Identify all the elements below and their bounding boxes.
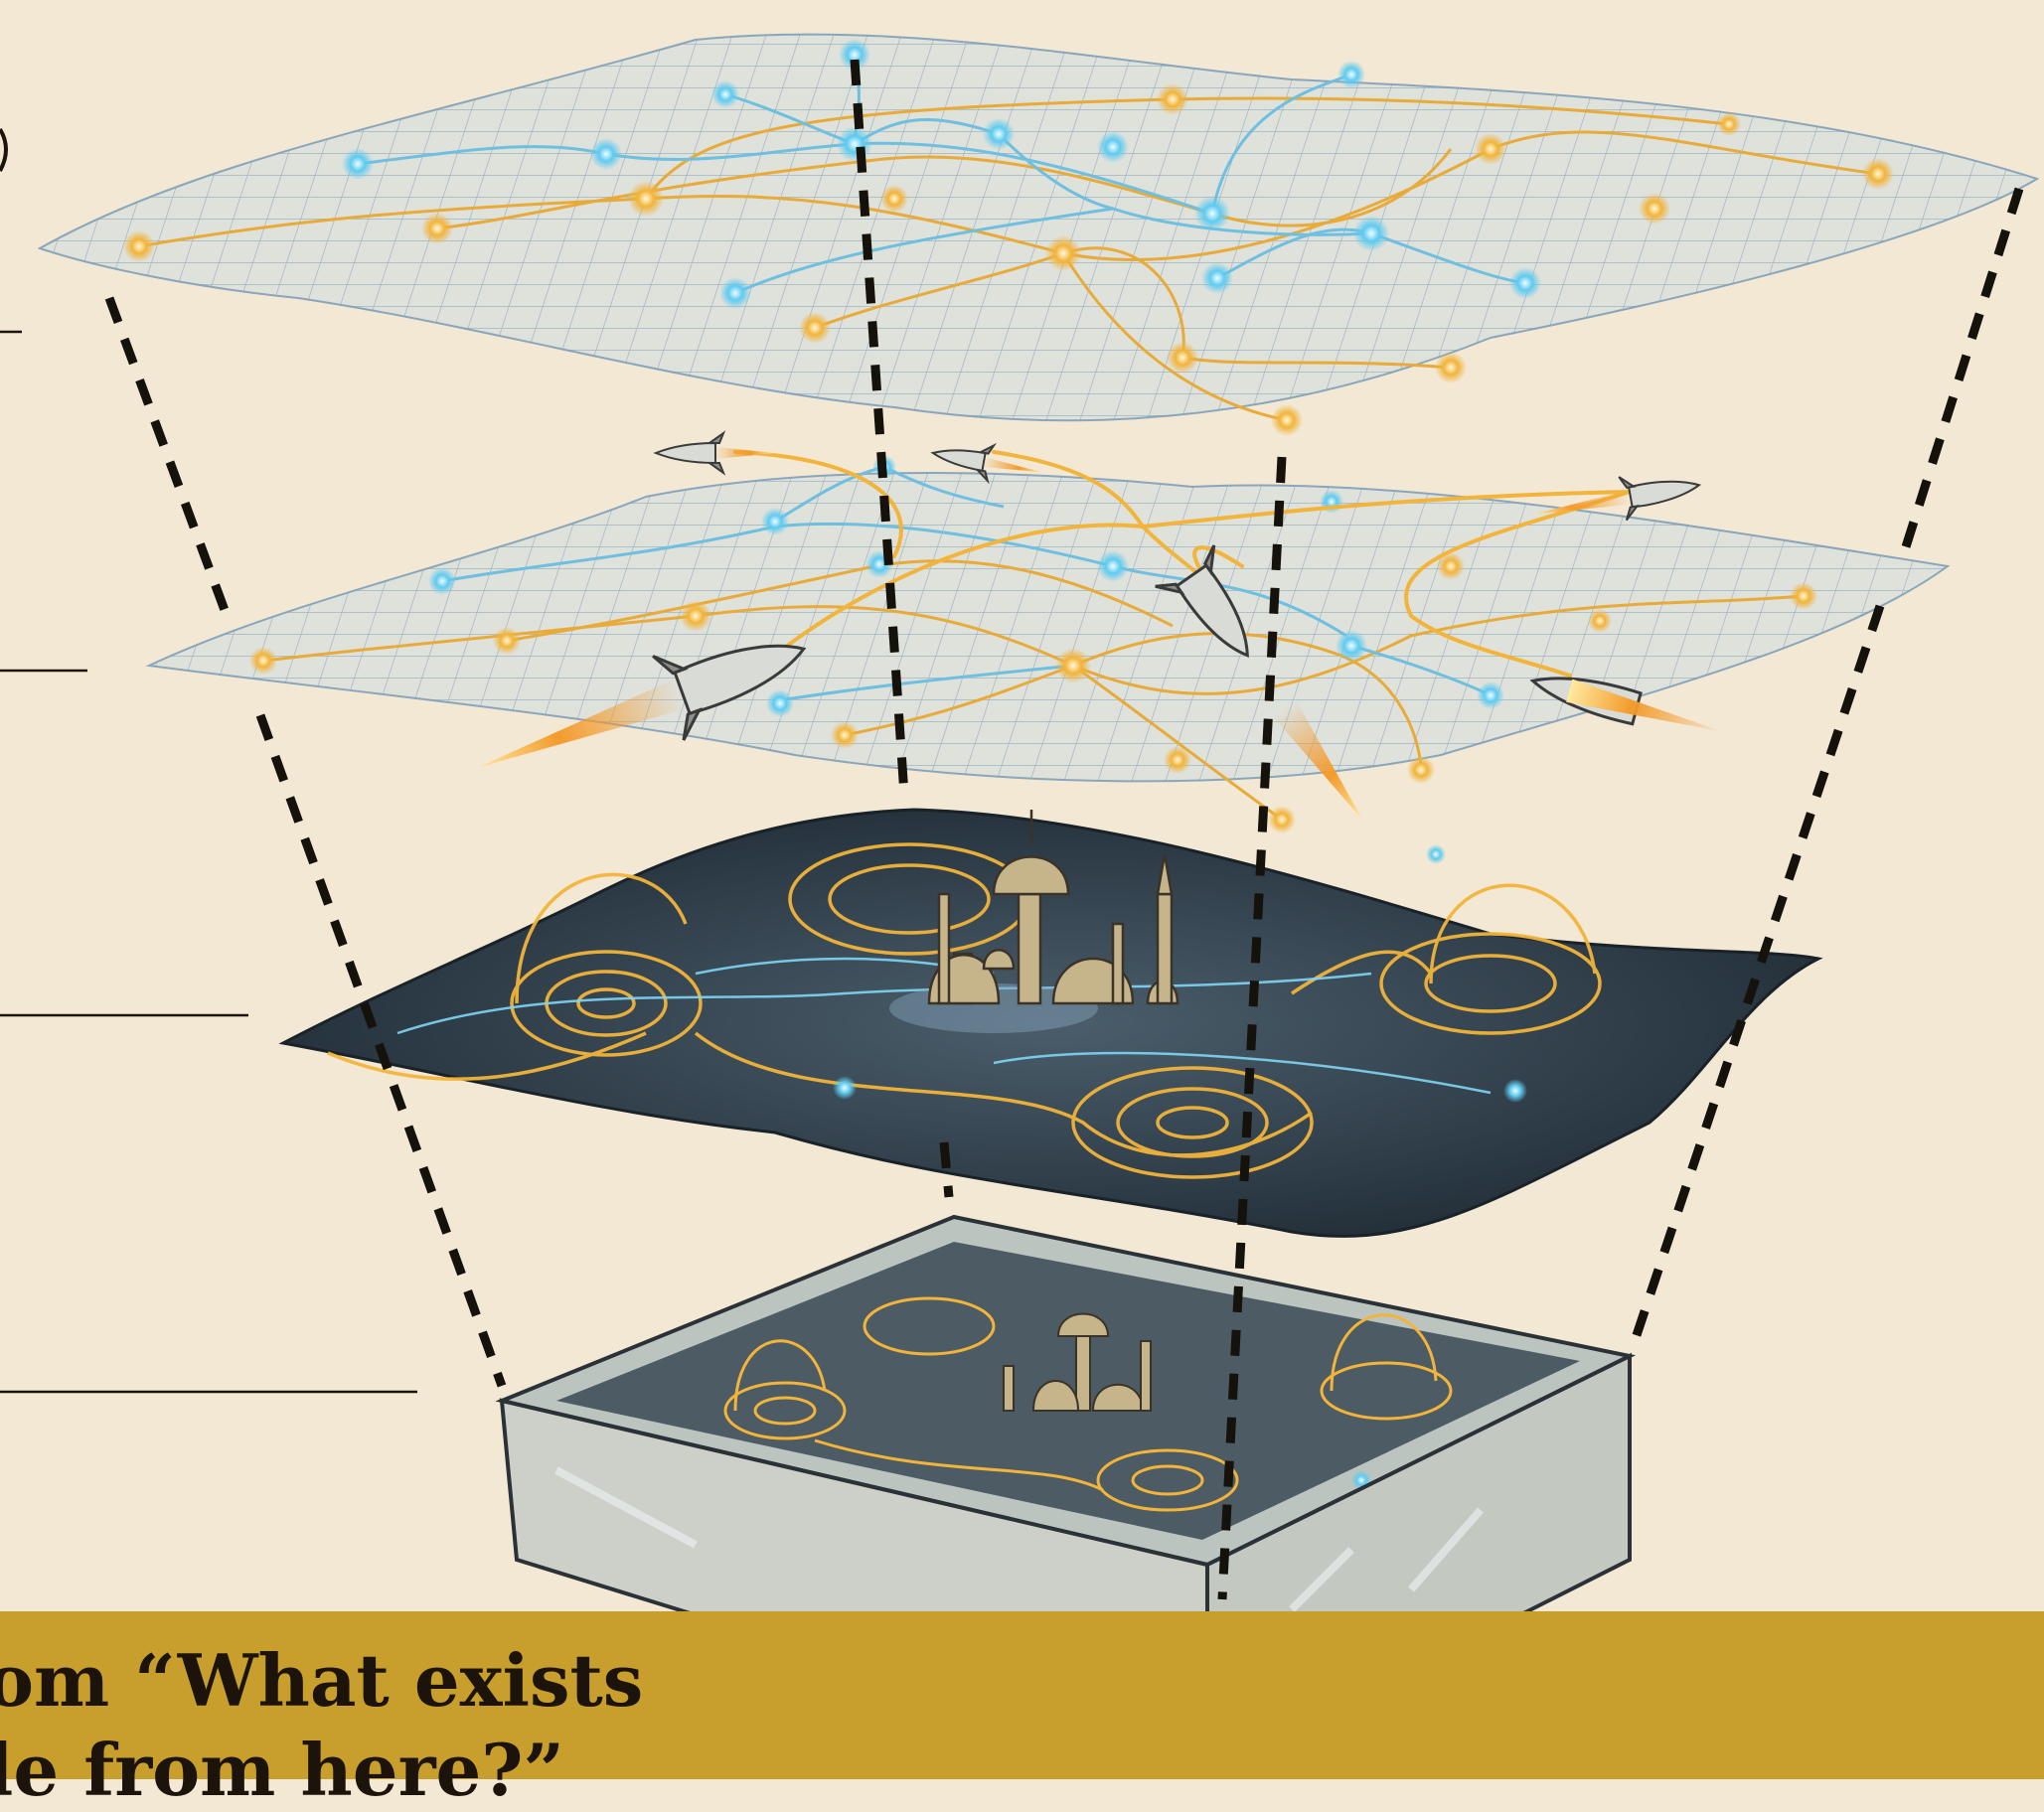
- network-node: [342, 148, 374, 180]
- network-node: [1336, 630, 1367, 662]
- network-node: [983, 118, 1015, 150]
- network-node: [1477, 681, 1504, 709]
- network-node: [1588, 609, 1612, 633]
- network-node: [831, 721, 859, 749]
- network-node: [421, 213, 453, 244]
- field-swirls: [327, 842, 1602, 1179]
- dashed-guide-line: [1217, 456, 1287, 1600]
- network-node: [590, 138, 622, 170]
- network-node: [1268, 806, 1296, 833]
- network-node: [1862, 158, 1894, 190]
- network-node: [1337, 61, 1365, 88]
- network-node: [1717, 112, 1741, 136]
- city-icon: [889, 810, 1179, 1033]
- network-node: [719, 277, 751, 309]
- middle-mesh-grid: [149, 473, 1948, 782]
- network-node: [123, 230, 155, 262]
- middle-network-layer: [145, 430, 1951, 833]
- left-edge-glyph: [0, 127, 8, 172]
- network-node: [799, 312, 831, 344]
- network-node: [711, 80, 739, 108]
- network-node: [1790, 582, 1817, 610]
- network-node: [761, 508, 789, 535]
- network-node: [680, 600, 711, 632]
- rocket-icon: [1529, 677, 1723, 732]
- dashed-guide-line: [255, 713, 507, 1388]
- dashed-guide-line: [1898, 187, 2024, 558]
- network-node: [833, 1076, 857, 1100]
- city-icon: [1003, 1312, 1152, 1412]
- dashed-guide-line: [939, 1141, 954, 1198]
- middle-network-nodes: [249, 455, 1817, 833]
- top-network-layer: [37, 33, 2040, 436]
- left-guide-lines: [0, 330, 417, 1394]
- network-node: [493, 627, 521, 655]
- network-node: [1167, 342, 1198, 374]
- network-node: [1407, 756, 1435, 784]
- network-node: [628, 181, 664, 217]
- network-node: [1097, 131, 1129, 163]
- network-node: [1435, 352, 1467, 383]
- top-mesh-grid: [40, 34, 2037, 421]
- network-node: [766, 689, 794, 717]
- network-node: [1201, 262, 1233, 294]
- box-swirls: [723, 1296, 1453, 1512]
- dashed-guide-line: [104, 296, 234, 623]
- rocket-icon: [1532, 476, 1702, 522]
- rocket-icon: [476, 644, 807, 768]
- network-node: [880, 185, 908, 213]
- network-node: [1426, 844, 1446, 864]
- network-node: [1639, 193, 1670, 225]
- network-node: [1045, 235, 1081, 271]
- network-node: [428, 567, 456, 595]
- network-node: [1503, 1079, 1527, 1103]
- network-node: [1157, 83, 1188, 115]
- network-node: [1437, 552, 1465, 580]
- network-node: [1509, 267, 1541, 299]
- network-node: [1097, 550, 1129, 582]
- rocket-icon: [1155, 544, 1363, 821]
- network-node: [1194, 196, 1230, 231]
- network-node: [839, 39, 870, 71]
- dark-field-layer: [278, 808, 1823, 1238]
- dashed-guide-line: [850, 59, 909, 796]
- rocket-trails: [733, 450, 1632, 678]
- network-node: [837, 126, 872, 162]
- caption-band: [0, 1611, 2044, 1779]
- network-node: [249, 647, 277, 675]
- rocket-icon: [930, 442, 1043, 485]
- glass-reflections: [554, 1466, 1485, 1612]
- network-node: [1475, 133, 1506, 165]
- dashed-guide-line: [104, 59, 2024, 1600]
- network-node: [1271, 404, 1303, 436]
- network-node: [1353, 216, 1389, 251]
- network-node: [1055, 648, 1091, 683]
- caption-line-2: le from here?”: [0, 1728, 564, 1812]
- network-node: [1164, 746, 1191, 774]
- caption-line-1: om “What exists: [0, 1638, 644, 1723]
- top-network-nodes: [123, 39, 1894, 436]
- rocket-icon: [653, 430, 775, 476]
